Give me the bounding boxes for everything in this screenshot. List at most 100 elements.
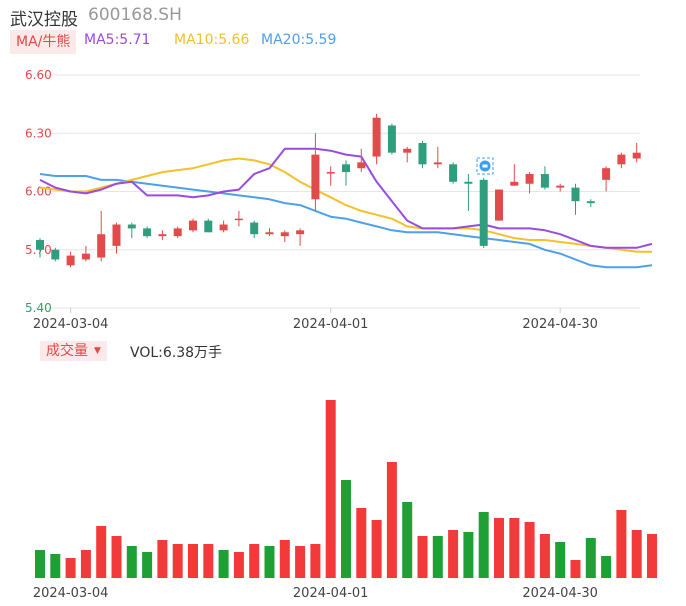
volume-bar xyxy=(539,534,550,578)
volume-bar xyxy=(509,518,520,578)
candle-body xyxy=(326,172,335,174)
candle-body xyxy=(525,174,534,184)
volume-bar xyxy=(157,540,168,578)
volume-bar xyxy=(585,538,596,578)
candle-body xyxy=(143,228,152,237)
volume-bar xyxy=(111,536,122,578)
candle xyxy=(540,166,549,190)
volume-bar xyxy=(65,558,76,578)
candle xyxy=(158,230,167,241)
candle-body xyxy=(204,220,213,233)
candle-body xyxy=(602,168,611,180)
candle xyxy=(143,226,152,239)
candle xyxy=(372,113,381,165)
volume-bar xyxy=(218,550,229,578)
candle xyxy=(449,162,458,184)
candle-body xyxy=(51,249,60,260)
candle-body xyxy=(357,162,366,169)
price-y-axis: 6.606.306.005.705.40 xyxy=(25,68,52,315)
candle-body xyxy=(265,232,274,235)
ma10-line xyxy=(39,157,652,253)
candle xyxy=(265,228,274,237)
candle-body xyxy=(510,181,519,186)
volume-bar xyxy=(50,554,61,578)
volume-bar xyxy=(203,544,214,578)
candle xyxy=(602,166,611,192)
candle xyxy=(66,251,75,268)
candle-body xyxy=(464,181,473,184)
candle-body xyxy=(403,148,412,153)
volume-bar xyxy=(494,518,504,578)
volume-bar xyxy=(310,544,321,578)
candle-body xyxy=(418,142,427,165)
candle-body xyxy=(556,185,565,188)
volume-bar xyxy=(448,530,459,578)
news-tag-icon[interactable] xyxy=(476,157,494,175)
ma-indicator-selector[interactable]: MA/牛熊 xyxy=(10,30,77,54)
candle-body xyxy=(280,232,289,237)
volume-bar xyxy=(524,522,535,578)
candle xyxy=(510,164,519,186)
candle xyxy=(97,210,106,262)
volume-bar xyxy=(172,544,183,578)
candle-body xyxy=(158,234,167,237)
volume-bar xyxy=(80,550,91,578)
candle xyxy=(112,222,121,254)
candle xyxy=(387,123,396,155)
candle xyxy=(280,230,289,242)
x-tick-label: 2024-04-30 xyxy=(522,586,598,601)
volume-bar xyxy=(325,400,336,578)
ma20-line xyxy=(39,173,653,269)
candle-body xyxy=(66,255,75,266)
candle xyxy=(36,238,44,258)
candle xyxy=(418,141,427,169)
volume-bar xyxy=(233,552,244,578)
x-tick-label: 2024-04-01 xyxy=(293,586,369,601)
volume-bar xyxy=(371,520,382,578)
moving-average-lines xyxy=(39,147,653,269)
x-tick-label: 2024-04-30 xyxy=(522,317,598,332)
candle xyxy=(479,177,488,248)
price-gridlines xyxy=(36,74,640,309)
volume-bar xyxy=(341,480,351,578)
volume-x-axis: 2024-03-04 2024-04-01 2024-04-30 xyxy=(33,586,598,601)
volume-bar xyxy=(264,546,275,578)
volume-bar xyxy=(647,534,657,578)
stock-name: 武汉控股 xyxy=(10,10,78,30)
volume-bar xyxy=(295,546,306,578)
volume-indicator-selector[interactable]: 成交量 ▼ xyxy=(40,341,107,361)
volume-bar xyxy=(601,556,612,578)
volume-series xyxy=(35,400,657,578)
candle-body xyxy=(571,187,580,202)
y-tick-label: 6.00 xyxy=(25,185,52,199)
candle-body xyxy=(173,228,182,237)
volume-bar xyxy=(142,552,153,578)
volume-bar xyxy=(463,532,474,578)
candle-body xyxy=(234,218,243,221)
candle xyxy=(464,174,473,211)
volume-bar xyxy=(386,462,397,578)
candle-body xyxy=(250,222,259,235)
candle xyxy=(342,160,350,186)
stock-code: 600168.SH xyxy=(88,5,182,25)
candle xyxy=(81,245,90,262)
volume-bar xyxy=(432,536,443,578)
x-tick-label: 2024-03-04 xyxy=(33,317,109,332)
candle xyxy=(219,220,228,233)
candle-body xyxy=(372,117,381,157)
candle-body xyxy=(219,224,228,231)
x-tick-label: 2024-04-01 xyxy=(293,317,369,332)
candle-body xyxy=(495,189,503,221)
candle-body xyxy=(189,220,197,231)
candle xyxy=(127,222,136,239)
candle xyxy=(234,210,243,227)
candle xyxy=(326,166,335,186)
volume-bar xyxy=(616,510,627,578)
candle xyxy=(403,146,412,163)
y-tick-label: 6.60 xyxy=(25,68,52,82)
candle-body xyxy=(97,234,106,258)
candle-body xyxy=(342,164,350,173)
candle xyxy=(571,183,580,215)
candle-body xyxy=(586,201,595,204)
volume-bar xyxy=(570,560,581,578)
